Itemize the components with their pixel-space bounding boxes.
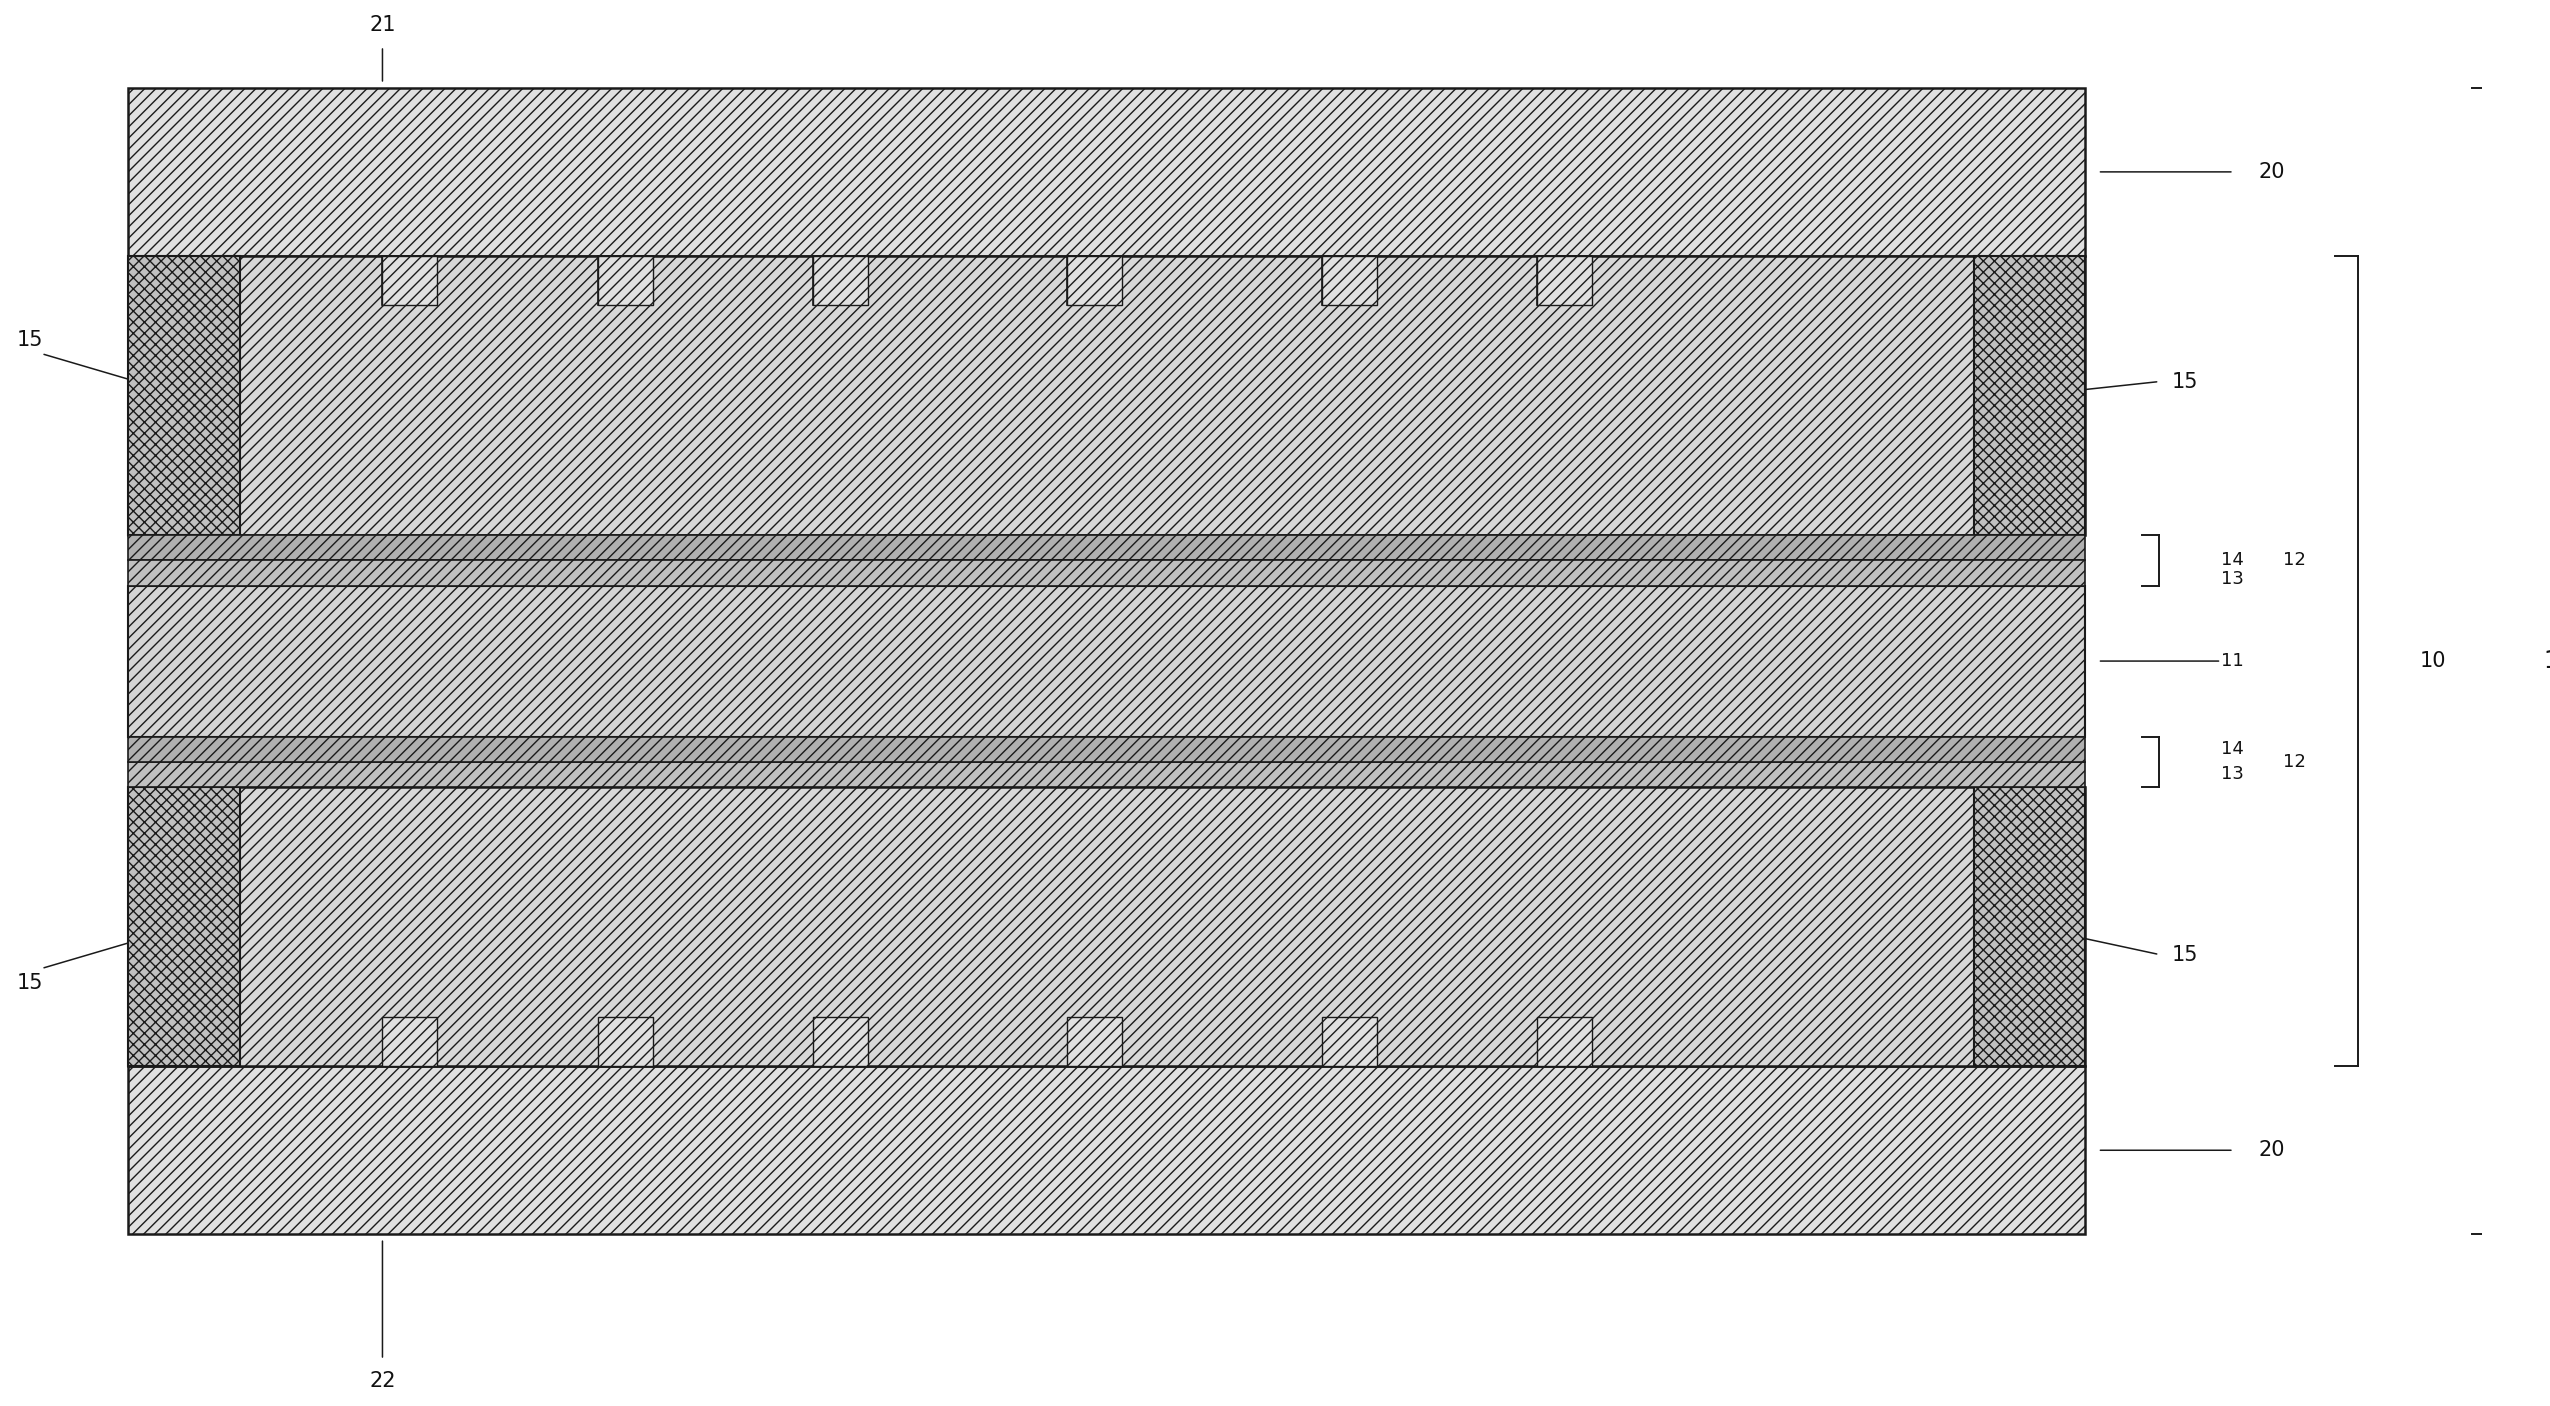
Bar <box>128 585 2086 737</box>
Text: 11: 11 <box>2221 652 2244 671</box>
Text: 15: 15 <box>15 973 43 993</box>
Bar <box>1974 256 2086 536</box>
Bar <box>1321 256 1377 305</box>
Bar <box>1068 256 1122 305</box>
Bar <box>128 89 2086 256</box>
Bar <box>128 561 2086 585</box>
Bar <box>128 536 2086 561</box>
Bar <box>1538 256 1591 305</box>
Bar <box>382 1018 436 1066</box>
Bar <box>1974 787 2086 1066</box>
Text: 21: 21 <box>370 15 395 35</box>
Bar <box>1538 1018 1591 1066</box>
Text: 13: 13 <box>2221 569 2244 588</box>
Bar <box>128 787 240 1066</box>
Bar <box>1068 256 1122 305</box>
Text: 14: 14 <box>2221 740 2244 758</box>
Bar <box>128 762 2086 787</box>
Bar <box>597 256 653 305</box>
Bar <box>1321 1018 1377 1066</box>
Text: 13: 13 <box>2221 765 2244 783</box>
Bar <box>128 1066 2086 1234</box>
Bar <box>128 256 240 536</box>
Bar <box>128 737 2086 762</box>
Text: 12: 12 <box>2282 551 2305 569</box>
Bar <box>382 256 436 305</box>
Text: 14: 14 <box>2221 551 2244 569</box>
Bar <box>128 256 2086 536</box>
Bar <box>1321 256 1377 305</box>
Bar <box>597 1018 653 1066</box>
Bar <box>813 1018 867 1066</box>
Bar <box>1538 256 1591 305</box>
Text: 10: 10 <box>2420 651 2445 671</box>
Bar <box>597 256 653 305</box>
Bar <box>128 787 2086 1066</box>
Text: 20: 20 <box>2259 1140 2285 1160</box>
Text: 15: 15 <box>2173 945 2198 965</box>
Text: 12: 12 <box>2282 752 2305 770</box>
Bar <box>813 256 867 305</box>
Text: 1: 1 <box>2542 650 2550 673</box>
Bar <box>382 256 436 305</box>
Text: 15: 15 <box>2173 371 2198 391</box>
Text: 20: 20 <box>2259 162 2285 181</box>
Text: 15: 15 <box>15 329 43 350</box>
Bar <box>813 256 867 305</box>
Bar <box>1068 1018 1122 1066</box>
Text: 22: 22 <box>370 1371 395 1391</box>
